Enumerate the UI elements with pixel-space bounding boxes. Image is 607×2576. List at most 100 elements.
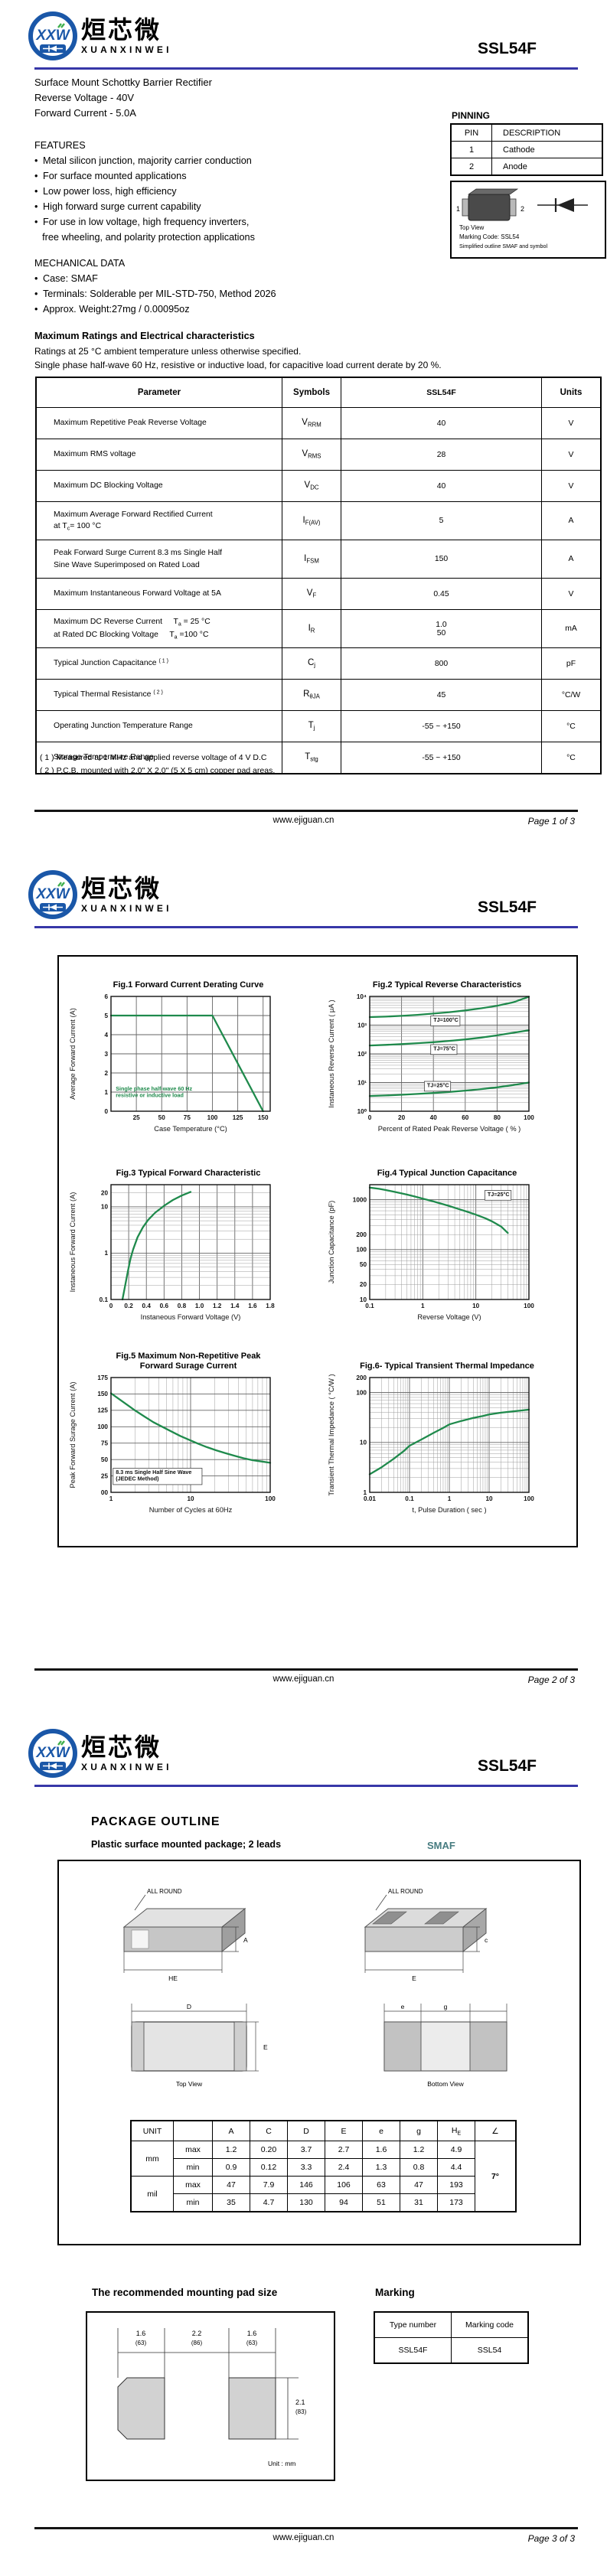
chart-annotation-box (423, 1081, 452, 1092)
x-axis-label: t, Pulse Duration ( sec ) (412, 1506, 486, 1514)
y-tick-label: 150 (97, 1391, 108, 1397)
logo-icon: XXW (28, 1729, 77, 1778)
ratings-parameter-cell: Maximum DC Reverse Current Ta = 25 °C at … (35, 609, 282, 648)
ratings-title: Maximum Ratings and Electrical character… (34, 331, 255, 341)
x-tick-label: 0.1 (365, 1303, 374, 1309)
pad-dim-center-mm: 2.2 (192, 2330, 202, 2337)
y-tick-label: 10 (101, 1204, 109, 1211)
y-tick-label: 5 (104, 1012, 108, 1019)
dimension-value-cell: 3.3 (287, 2158, 325, 2177)
footer-rule (34, 810, 578, 812)
value-line: 28 (436, 450, 446, 459)
dimension-value-cell: 47 (400, 2176, 438, 2194)
package-code: SMAF (427, 1840, 455, 1851)
ratings-row: Maximum DC Reverse Current Ta = 25 °C at … (35, 609, 602, 648)
y-tick-label: 10 (360, 1296, 367, 1303)
mounting-pad-title: The recommended mounting pad size (92, 2287, 278, 2298)
y-tick-label: 2 (104, 1070, 108, 1077)
bullet-glyph: • (34, 155, 41, 166)
chart-grid (369, 1184, 530, 1300)
mechanical-text: Terminals: Solderable per MIL-STD-750, M… (42, 289, 276, 299)
ratings-parameter-cell: Maximum RMS voltage (35, 439, 282, 471)
figure-1-title: Fig.1 Forward Current Derating Curve (113, 980, 264, 990)
ratings-symbol-cell: Cj (282, 647, 341, 680)
outline-box-caption: Simplified outline SMAF and symbol (459, 243, 547, 249)
pad-left (117, 2377, 165, 2440)
chart-plot-border (110, 996, 271, 1112)
bottom-view-drawing: e g Bottom View (383, 2003, 507, 2088)
bottom-view-caption: Bottom View (427, 2080, 464, 2088)
diode-symbol-icon (537, 198, 588, 212)
feature-text: For use in low voltage, high frequency i… (42, 217, 250, 227)
dimension-value-cell: 0.12 (250, 2158, 288, 2177)
x-axis-label: Case Temperature (°C) (154, 1125, 227, 1133)
dimension-header-cell: ∠ (475, 2120, 517, 2141)
figure-6-title: Fig.6- Typical Transient Thermal Impedan… (360, 1361, 534, 1371)
pad-dim-left-mil: (63) (135, 2340, 147, 2346)
dimension-header-cell: C (250, 2120, 288, 2141)
parameter-line: Maximum DC Reverse Current Ta = 25 °C (54, 617, 210, 628)
ratings-unit-cell: A (541, 540, 602, 579)
ratings-row: Operating Junction Temperature Range Tj -5… (35, 710, 602, 742)
iso-bottom-view: ALL ROUND E c (364, 1888, 488, 1982)
dimension-unit-cell: mil (130, 2176, 174, 2212)
ratings-symbol-cell: IF(AV) (282, 501, 341, 540)
chart-series (368, 1029, 530, 1047)
marking-row: SSL54F SSL54 (374, 2337, 529, 2364)
pin-1-label: 1 (456, 205, 460, 213)
feature-text: For surface mounted applications (42, 171, 187, 181)
description-line: Surface Mount Schottky Barrier Rectifier (34, 77, 212, 88)
dimension-value-cell: 35 (212, 2193, 250, 2212)
ratings-unit-cell: °C/W (541, 679, 602, 711)
ratings-unit-cell: V (541, 407, 602, 439)
dimension-header-cell: e (362, 2120, 400, 2141)
ratings-symbol-cell: VRMS (282, 439, 341, 471)
x-tick-label: 1.0 (195, 1303, 204, 1309)
company-name-english: XUANXINWEI (81, 1762, 172, 1773)
mounting-pad-drawing: 1.6 (63) 2.2 (86) 1.6 (63) 2.1 (83) Unit… (117, 2328, 307, 2467)
figure-5-title: Fig.5 Maximum Non-Repetitive Peak Forwar… (116, 1351, 261, 1371)
parameter-line: Peak Forward Surge Current 8.3 ms Single… (54, 549, 223, 558)
x-tick-label: 100 (265, 1495, 276, 1502)
logo-letters: XXW (35, 1745, 70, 1761)
ratings-row: Maximum Average Forward Rectified Curren… (35, 501, 602, 540)
feature-item: • High forward surge current capability (34, 199, 255, 214)
x-tick-label: 0.01 (364, 1495, 376, 1502)
company-name-english: XUANXINWEI (81, 44, 172, 56)
marking-header-cell: Type number (374, 2311, 452, 2338)
mechanical-title: MECHANICAL DATA (34, 258, 126, 269)
x-tick-label: 80 (494, 1114, 501, 1121)
y-tick-label: 50 (360, 1261, 367, 1268)
page-3: XXW 烜芯微 XUANXINWEI SSL54F PACKAGE OUTLIN… (0, 1717, 607, 2576)
chart-annotation: 8.3 ms Single Half Sine Wave (116, 1469, 191, 1475)
chart-plot-border (369, 996, 530, 1112)
value-line: 1.0 (436, 620, 447, 629)
dimension-row: mm max 1.2 0.20 3.7 2.7 1.6 1.2 4.9 7° (130, 2141, 517, 2212)
dimension-value-cell: 63 (362, 2176, 400, 2194)
ratings-value-cell: 45 (341, 679, 542, 711)
mechanical-item: • Approx. Weight:27mg / 0.00095oz (34, 302, 276, 317)
top-view-caption: Top View (176, 2080, 203, 2088)
parameter-line: at Rated DC Blocking Voltage Ta =100 °C (54, 630, 209, 640)
x-tick-label: 125 (233, 1114, 243, 1121)
x-tick-label: 1.8 (266, 1303, 275, 1309)
package-body (468, 194, 511, 221)
parameter-line: Maximum Instantaneous Forward Voltage at… (54, 589, 221, 598)
footer-website: www.ejiguan.cn (272, 1674, 335, 1684)
marking-table: Type number Marking code SSL54F SSL54 (374, 2311, 529, 2364)
footer-rule (34, 1668, 578, 1671)
x-tick-label: 25 (133, 1114, 141, 1121)
mounting-pad-box: 1.6 (63) 2.2 (86) 1.6 (63) 2.1 (83) Unit… (86, 2311, 335, 2481)
ratings-value-cell: -55 ~ +150 (341, 742, 542, 774)
value-line: 150 (434, 555, 449, 563)
pad-dim-left-mm: 1.6 (136, 2330, 146, 2337)
value-line: 40 (436, 481, 446, 491)
ratings-symbol-cell: IR (282, 609, 341, 648)
ratings-condition-2: Single phase half-wave 60 Hz, resistive … (34, 360, 442, 370)
feature-text: free wheeling, and polarity protection a… (42, 232, 255, 243)
y-axis-label: Instaneous Reverse Current ( μA ) (328, 999, 335, 1107)
dimension-row: min 0.9 0.12 3.3 2.4 1.3 0.8 4.4 (131, 2158, 516, 2177)
chart-annotation-box (113, 1468, 203, 1485)
x-tick-label: 150 (258, 1114, 269, 1121)
